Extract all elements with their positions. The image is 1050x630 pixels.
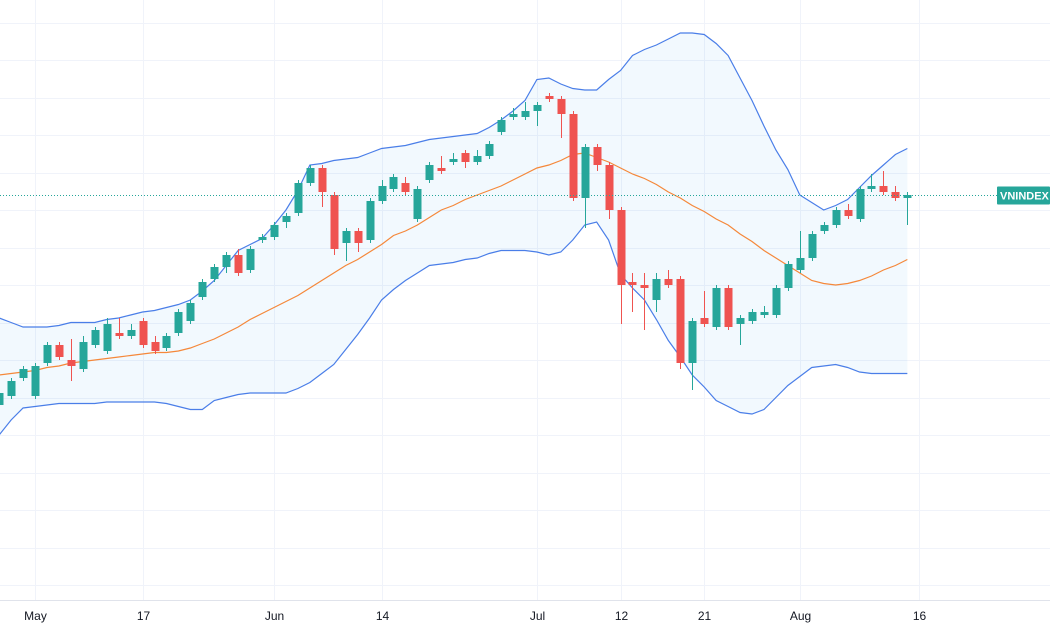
candle-body: [210, 267, 219, 279]
candle-body: [282, 216, 291, 222]
candle-body: [389, 177, 398, 189]
grid: [0, 0, 1050, 600]
candle-body: [425, 165, 434, 180]
candle-body: [628, 282, 637, 285]
candle-body: [186, 303, 195, 321]
x-tick-label: 12: [615, 609, 629, 623]
candle-body: [270, 225, 279, 237]
candle-body: [652, 279, 661, 300]
candle-body: [198, 282, 207, 297]
candle-body: [437, 168, 446, 171]
candle-body: [79, 342, 88, 369]
x-tick-label: 17: [137, 609, 151, 623]
candle-body: [581, 147, 590, 198]
candle-body: [378, 186, 387, 201]
candle-body: [748, 312, 757, 321]
candle-body: [688, 321, 697, 363]
candle-body: [533, 105, 542, 111]
candle-body: [294, 183, 303, 213]
candle-body: [103, 324, 112, 351]
price-label: VNINDEX: [0, 186, 1050, 205]
candle-body: [844, 210, 853, 216]
candle-body: [593, 147, 602, 165]
candle-body: [19, 369, 28, 378]
candle-body: [784, 264, 793, 288]
band-middle: [0, 152, 908, 376]
candle-body: [162, 336, 171, 348]
candle-body: [139, 321, 148, 345]
x-axis: May 17 Jun 14 Jul 12 21 Aug 16: [24, 609, 926, 623]
candle-body: [115, 333, 124, 336]
x-tick-label: May: [24, 609, 47, 623]
candle-body: [664, 279, 673, 285]
x-tick-label: 16: [913, 609, 927, 623]
candle-body: [0, 393, 4, 405]
candle-body: [712, 288, 721, 327]
candle-body: [700, 318, 709, 324]
candle-body: [867, 186, 876, 189]
band-upper: [0, 32, 908, 328]
symbol-label: VNINDEX: [1000, 190, 1050, 202]
x-tick-label: 21: [698, 609, 712, 623]
candle-body: [760, 312, 769, 315]
candle-body: [521, 111, 530, 117]
candle-body: [903, 195, 912, 198]
candle-body: [676, 279, 685, 363]
candle-body: [31, 366, 40, 396]
candle-body: [342, 231, 351, 243]
candle-body: [222, 255, 231, 267]
x-tick-label: Jun: [265, 609, 284, 623]
band-fill: [0, 33, 908, 434]
candle-body: [640, 285, 649, 288]
candle-body: [808, 234, 817, 258]
band-lower: [0, 221, 908, 435]
candle-body: [234, 255, 243, 273]
last-price-box: [997, 186, 1050, 205]
candle-body: [401, 183, 410, 192]
candle-body: [7, 381, 16, 396]
candle-body: [127, 330, 136, 336]
candle-body: [330, 195, 339, 249]
candle-body: [246, 249, 255, 270]
candle-body: [820, 225, 829, 231]
candle-body: [449, 159, 458, 162]
candle-body: [724, 288, 733, 327]
candle-body: [557, 99, 566, 114]
candles: [0, 93, 912, 405]
candle-body: [509, 114, 518, 117]
candle-body: [174, 312, 183, 333]
candle-body: [832, 210, 841, 225]
candle-body: [43, 345, 52, 363]
x-tick-label: Aug: [790, 609, 811, 623]
x-tick-label: Jul: [530, 609, 545, 623]
candle-body: [461, 153, 470, 162]
candle-body: [151, 342, 160, 351]
candle-body: [772, 288, 781, 315]
candle-body: [318, 168, 327, 192]
candle-body: [605, 165, 614, 210]
candle-body: [856, 189, 865, 219]
candle-body: [796, 258, 805, 270]
candle-body: [879, 186, 888, 192]
candle-body: [545, 96, 554, 99]
candle-body: [354, 231, 363, 243]
candle-body: [91, 330, 100, 345]
candle-body: [366, 201, 375, 240]
candle-body: [617, 210, 626, 285]
candle-body: [55, 345, 64, 357]
candle-body: [891, 192, 900, 198]
candle-body: [569, 114, 578, 198]
candle-body: [736, 318, 745, 324]
candle-body: [497, 120, 506, 132]
x-tick-label: 14: [376, 609, 390, 623]
candle-body: [306, 168, 315, 183]
candle-body: [413, 189, 422, 219]
bollinger-bands: [0, 32, 908, 435]
candle-body: [67, 360, 76, 366]
candle-body: [485, 144, 494, 156]
candle-body: [473, 156, 482, 162]
candle-body: [258, 237, 267, 240]
